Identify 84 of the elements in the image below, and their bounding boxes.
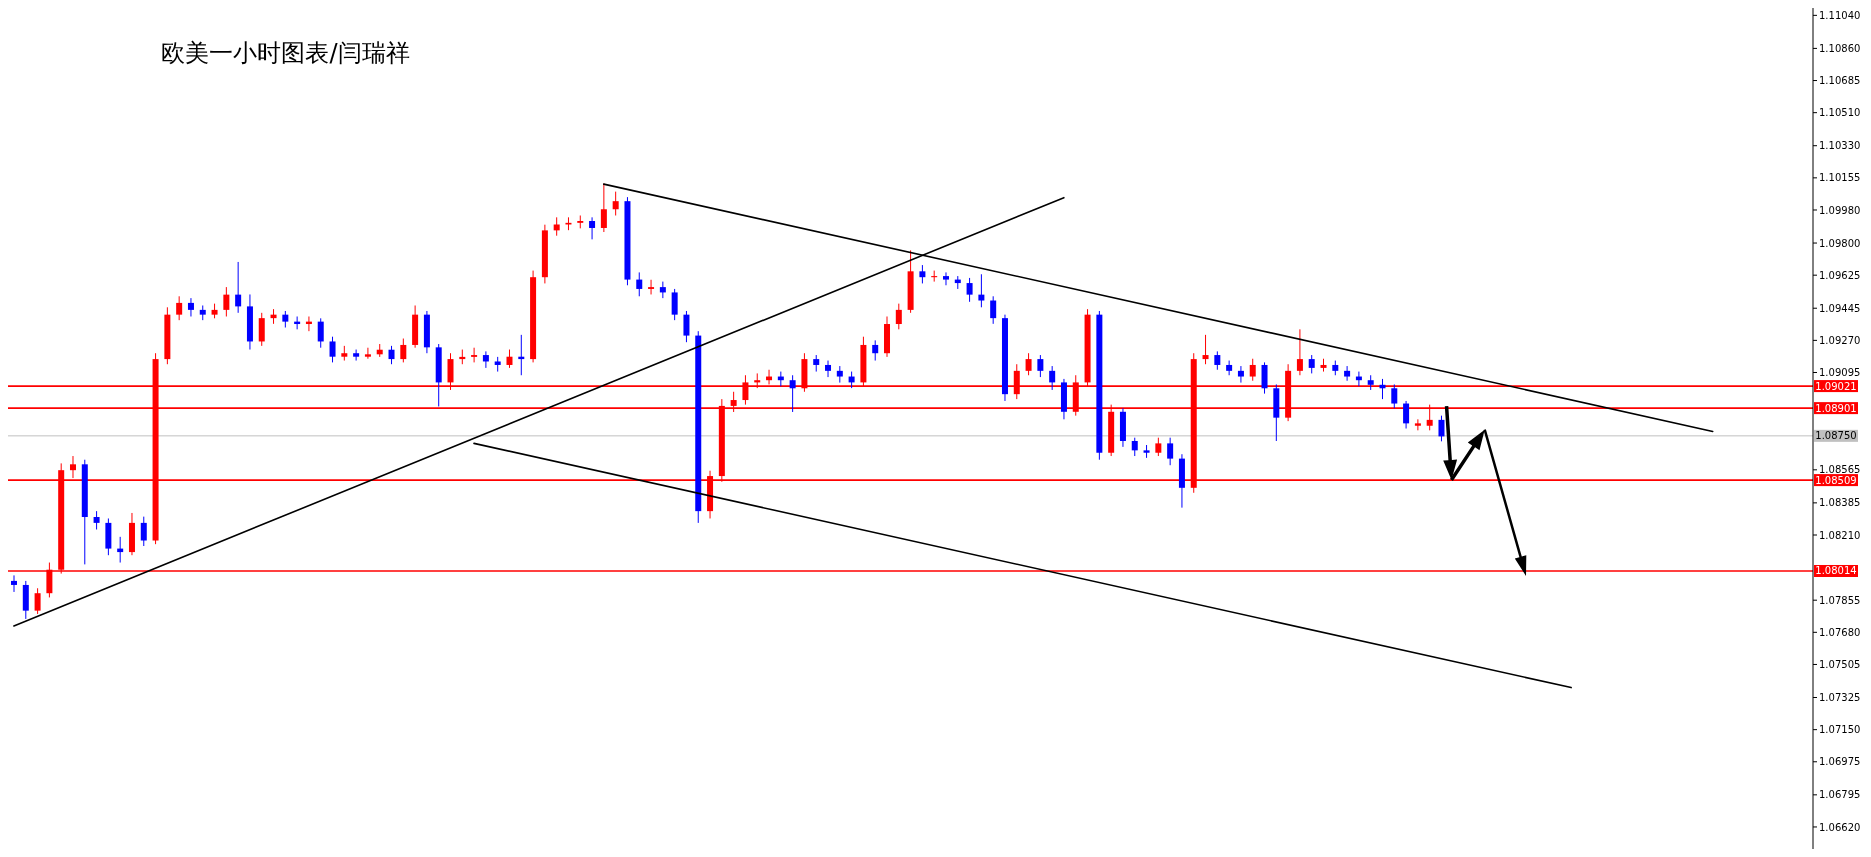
- ref-line-label: 1.08901: [1815, 402, 1857, 414]
- candlestick: [1391, 383, 1398, 409]
- y-tick-label: 1.10510: [1819, 107, 1861, 119]
- candlestick: [11, 574, 17, 593]
- candlestick: [825, 360, 832, 378]
- candlestick: [1226, 360, 1233, 376]
- candlestick: [648, 279, 655, 295]
- candlestick: [683, 310, 690, 343]
- y-tick-label: 1.08385: [1819, 497, 1861, 509]
- candlestick: [235, 261, 242, 314]
- candlestick: [482, 350, 489, 369]
- ref-line-label: 1.08750: [1815, 430, 1857, 442]
- y-tick-label: 1.07325: [1819, 692, 1861, 704]
- candlestick: [506, 349, 513, 369]
- text: 欧美一小时图表/闫瑞祥: [161, 38, 410, 70]
- y-tick-label: 1.09980: [1819, 204, 1861, 216]
- candlestick: [612, 191, 619, 216]
- candlestick: [140, 516, 147, 547]
- y-tick-label: 1.07150: [1819, 724, 1861, 736]
- candlestick: [1249, 358, 1256, 382]
- candlestick: [1025, 352, 1032, 376]
- candlestick: [1403, 400, 1410, 429]
- candlestick: [978, 273, 985, 308]
- ref-line-label: 1.09021: [1815, 380, 1857, 392]
- candlestick: [1155, 437, 1162, 457]
- y-tick-label: 1.10330: [1819, 140, 1861, 152]
- candlestick: [317, 317, 324, 349]
- y-tick-label: 1.09800: [1819, 237, 1861, 249]
- candlestick: [942, 271, 949, 286]
- candlestick: [1414, 418, 1421, 431]
- candlestick: [990, 295, 997, 325]
- y-tick-label: 1.06975: [1819, 756, 1861, 768]
- y-tick-label: 1.09270: [1819, 334, 1861, 346]
- candlestick: [187, 297, 194, 317]
- y-tick-label: 1.07680: [1819, 626, 1861, 638]
- candlestick: [589, 216, 596, 240]
- y-tick-label: 1.07855: [1819, 594, 1861, 606]
- candlestick: [1237, 365, 1244, 384]
- ref-line-label: 1.08509: [1815, 474, 1857, 486]
- y-tick-label: 1.07505: [1819, 659, 1861, 671]
- y-tick-label: 1.08210: [1819, 529, 1861, 541]
- candlestick: [659, 281, 666, 299]
- candlestick: [1049, 365, 1056, 391]
- y-tick-label: 1.08565: [1819, 464, 1861, 476]
- y-tick-label: 1.11040: [1819, 9, 1861, 21]
- y-tick-label: 1.10860: [1819, 42, 1861, 54]
- candlestick: [553, 216, 560, 237]
- candlestick: [34, 587, 41, 615]
- candlestick: [471, 347, 478, 363]
- candlestick: [353, 349, 360, 362]
- candlestick: [329, 336, 336, 363]
- candlestick: [895, 303, 902, 330]
- candlestick: [1344, 365, 1351, 382]
- candlestick: [258, 312, 265, 347]
- candlestick: [966, 277, 973, 303]
- candlestick: [1167, 437, 1174, 466]
- candlestick: [1438, 415, 1445, 442]
- candlestick: [93, 510, 100, 530]
- candlestick: [1261, 361, 1268, 395]
- y-tick-label: 1.06795: [1819, 789, 1861, 801]
- candlestick: [789, 374, 796, 413]
- candlestick: [1131, 437, 1138, 457]
- candlestick: [176, 295, 183, 321]
- candlestick: [600, 183, 607, 233]
- candlestick: [388, 345, 395, 365]
- ref-line-label: 1.08014: [1815, 565, 1857, 577]
- y-tick-label: 1.10155: [1819, 172, 1861, 184]
- candlestick: [223, 286, 230, 317]
- y-tick-label: 1.09445: [1819, 302, 1861, 314]
- candlestick: [671, 288, 678, 321]
- y-tick-label: 1.06620: [1819, 821, 1861, 833]
- candlestick: [1308, 354, 1315, 374]
- candlestick: [364, 347, 371, 360]
- y-tick-label: 1.09095: [1819, 367, 1861, 379]
- candlestick: [919, 264, 926, 284]
- candlestick: [872, 339, 879, 362]
- candlestick: [1202, 334, 1209, 365]
- candlestick: [400, 338, 407, 363]
- candlestick: [1214, 350, 1221, 371]
- candlestick: [1037, 354, 1044, 378]
- candlestick: [1296, 328, 1303, 376]
- y-tick-label: 1.09625: [1819, 269, 1861, 281]
- candlestick: [636, 271, 643, 297]
- y-tick-label: 1.10685: [1819, 75, 1861, 87]
